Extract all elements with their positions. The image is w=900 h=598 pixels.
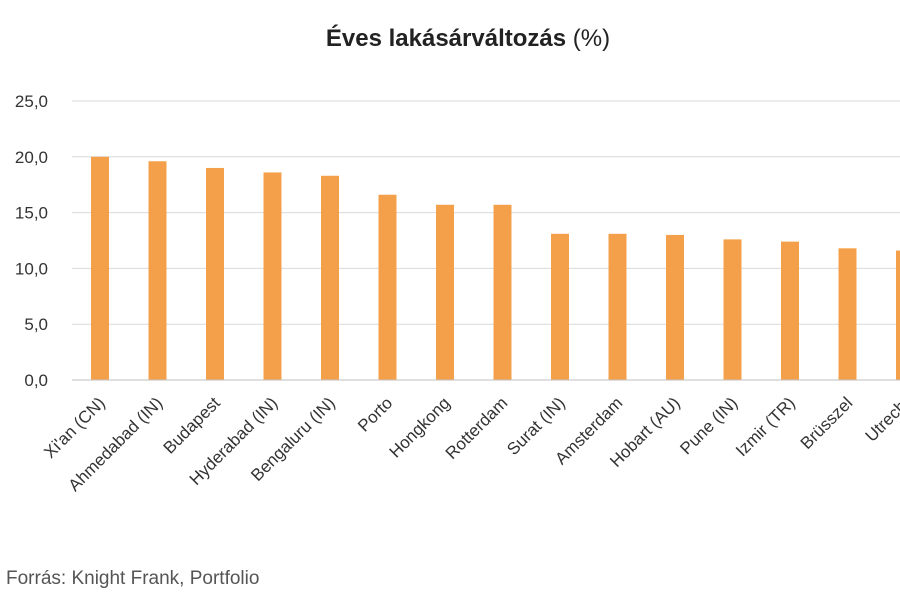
y-tick-label: 10,0 xyxy=(15,259,48,278)
bars xyxy=(91,156,900,380)
chart-title: Éves lakásárváltozás (%) xyxy=(326,24,610,52)
bar xyxy=(608,233,627,380)
bar xyxy=(896,250,900,380)
y-axis-ticks: 0,0 5,0 10,0 15,0 20,0 25,0 xyxy=(15,92,48,390)
bar xyxy=(436,204,454,380)
chart-title-main: Éves lakásárváltozás xyxy=(326,24,566,52)
bar xyxy=(378,194,397,380)
bar xyxy=(321,175,339,380)
x-tick-label: Izmir (TR) xyxy=(732,393,799,460)
bar xyxy=(206,167,224,380)
y-tick-label: 0,0 xyxy=(24,371,48,390)
gridlines xyxy=(72,100,900,325)
x-axis-ticks: Xi'an (CN)Ahmedabad (IN)BudapestHyderaba… xyxy=(40,393,900,495)
source-note: Forrás: Knight Frank, Portfolio xyxy=(6,568,260,589)
y-tick-label: 15,0 xyxy=(15,204,48,223)
y-tick-label: 25,0 xyxy=(15,92,48,111)
x-tick-label: Rotterdam xyxy=(442,393,512,463)
chart-title-unit: (%) xyxy=(573,25,610,52)
x-tick-label: Porto xyxy=(354,393,396,435)
bar xyxy=(493,204,512,380)
bar xyxy=(551,233,569,380)
bar xyxy=(666,234,684,380)
bar xyxy=(148,161,167,380)
x-tick-label: Utrecht xyxy=(862,393,900,445)
bar xyxy=(781,241,799,380)
bar xyxy=(263,172,282,380)
y-tick-label: 20,0 xyxy=(15,148,48,167)
bar xyxy=(91,156,109,380)
bar xyxy=(723,239,742,380)
x-tick-label: Brüsszel xyxy=(797,393,857,453)
y-tick-label: 5,0 xyxy=(24,315,48,334)
bar xyxy=(838,248,857,380)
x-tick-label: Pune (IN) xyxy=(676,393,741,458)
